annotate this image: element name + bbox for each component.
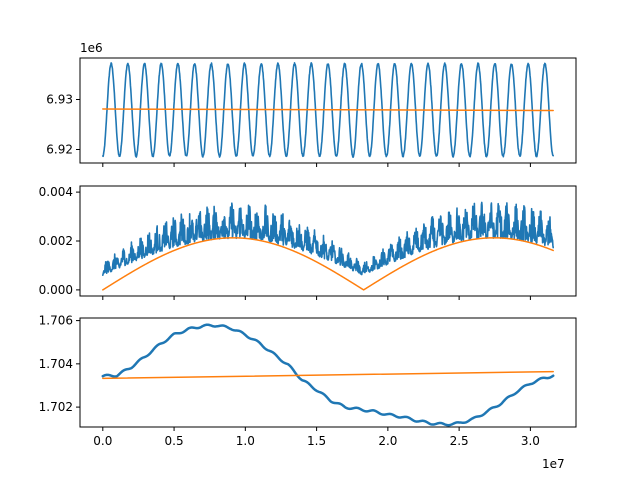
bottom-y-tick-label: 1.706 [39,314,73,328]
bottom-axes-frame [79,317,577,428]
bottom-subplot: 1e7 0.0 0.5 1.0 1.5 2.0 2.5 3.0 1.702 1.704 1.706 [39,314,577,471]
bottom-y-tick-label: 1.704 [39,357,73,371]
bottom-x-tick-label: 2.0 [378,434,397,448]
bottom-x-tick-label: 1.0 [236,434,255,448]
bottom-x-tick-label: 0.5 [165,434,184,448]
bottom-x-tick-label: 3.0 [521,434,540,448]
bottom-x-tick-label: 1.5 [307,434,326,448]
top-subplot: 1e6 6.92 6.93 [46,41,577,167]
top-y-tick-label: 6.93 [46,93,73,107]
bottom-x-tick-label: 0.0 [93,434,112,448]
bottom-x-offset-label: 1e7 [542,457,565,471]
top-series-line-0 [102,62,554,158]
middle-subplot: 0.000 0.002 0.004 [39,185,577,300]
top-y-offset-label: 1e6 [80,41,103,55]
middle-y-tick-label: 0.000 [39,283,73,297]
bottom-y-tick-label: 1.702 [39,400,73,414]
bottom-series-line-1 [102,370,554,380]
top-series-line-1 [102,108,554,112]
bottom-series-line-0 [101,323,555,427]
middle-series-line-1 [102,237,554,291]
top-axes-frame [79,57,577,164]
bottom-x-tick-label: 2.5 [450,434,469,448]
top-y-tick-label: 6.92 [46,143,73,157]
middle-y-tick-label: 0.004 [39,185,73,199]
middle-y-tick-label: 0.002 [39,234,73,248]
